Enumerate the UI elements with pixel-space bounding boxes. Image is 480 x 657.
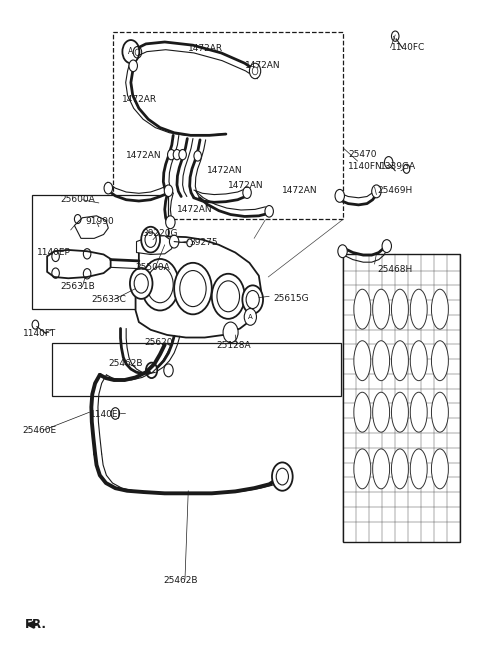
Circle shape — [173, 150, 181, 160]
Circle shape — [242, 285, 263, 313]
Bar — [32, 194, 168, 309]
Bar — [113, 32, 344, 219]
Text: 1140FC: 1140FC — [391, 43, 425, 53]
Bar — [344, 254, 460, 542]
Circle shape — [174, 263, 212, 314]
Text: 25600A: 25600A — [60, 195, 95, 204]
Ellipse shape — [372, 449, 390, 489]
Text: 25470: 25470 — [348, 150, 377, 159]
Text: 39220G: 39220G — [142, 229, 178, 238]
Ellipse shape — [354, 392, 371, 432]
Circle shape — [164, 364, 173, 377]
Text: 25468H: 25468H — [378, 265, 413, 274]
Ellipse shape — [432, 341, 448, 380]
Circle shape — [111, 408, 120, 419]
Circle shape — [179, 150, 186, 160]
Ellipse shape — [372, 392, 390, 432]
Circle shape — [141, 259, 179, 311]
Text: 25462B: 25462B — [108, 359, 143, 369]
Text: FR.: FR. — [24, 618, 47, 631]
Ellipse shape — [392, 449, 408, 489]
Ellipse shape — [432, 392, 448, 432]
Circle shape — [141, 227, 160, 252]
Circle shape — [382, 240, 392, 252]
Text: 1472AR: 1472AR — [122, 95, 157, 104]
Circle shape — [212, 274, 245, 319]
Text: 1339GA: 1339GA — [380, 162, 416, 171]
Text: 25128A: 25128A — [216, 341, 251, 350]
Text: 1140EP: 1140EP — [37, 248, 71, 257]
Text: 1140FN: 1140FN — [348, 162, 383, 171]
Text: 25460E: 25460E — [23, 426, 57, 435]
Ellipse shape — [392, 289, 408, 329]
Circle shape — [187, 239, 192, 247]
Circle shape — [122, 40, 139, 63]
Text: 1472AN: 1472AN — [207, 166, 243, 175]
Text: 25462B: 25462B — [164, 576, 198, 585]
Circle shape — [104, 183, 112, 194]
Text: 1472AR: 1472AR — [188, 44, 223, 53]
Circle shape — [244, 309, 256, 325]
Circle shape — [338, 245, 347, 258]
Text: 25469H: 25469H — [378, 185, 413, 194]
Text: 25631B: 25631B — [60, 282, 95, 291]
Ellipse shape — [354, 341, 371, 380]
Circle shape — [265, 206, 274, 217]
Polygon shape — [136, 236, 172, 254]
Circle shape — [164, 185, 173, 196]
Polygon shape — [74, 216, 108, 238]
Text: 1472AN: 1472AN — [228, 181, 264, 190]
Text: A: A — [128, 47, 133, 56]
Circle shape — [169, 235, 179, 248]
Circle shape — [194, 151, 202, 161]
Text: 1140EJ: 1140EJ — [90, 409, 121, 419]
Polygon shape — [135, 237, 261, 338]
Ellipse shape — [432, 289, 448, 329]
Text: 91990: 91990 — [86, 217, 114, 226]
Ellipse shape — [372, 289, 390, 329]
Ellipse shape — [372, 341, 390, 380]
Ellipse shape — [432, 449, 448, 489]
Text: 1472AN: 1472AN — [282, 185, 318, 194]
Ellipse shape — [410, 341, 427, 380]
Ellipse shape — [410, 449, 427, 489]
Circle shape — [129, 60, 137, 72]
Text: 1472AN: 1472AN — [245, 61, 280, 70]
Bar — [52, 344, 341, 396]
Ellipse shape — [410, 392, 427, 432]
Ellipse shape — [392, 392, 408, 432]
Circle shape — [272, 463, 293, 491]
Text: 1472AN: 1472AN — [126, 152, 162, 160]
Text: A: A — [248, 314, 253, 320]
Text: 1140FT: 1140FT — [23, 328, 56, 338]
Circle shape — [243, 187, 252, 198]
Circle shape — [372, 185, 381, 198]
Polygon shape — [47, 250, 110, 279]
Text: 39275: 39275 — [190, 238, 218, 248]
Circle shape — [166, 216, 175, 229]
Circle shape — [146, 363, 157, 378]
Text: 1472AN: 1472AN — [178, 205, 213, 214]
Text: 25500A: 25500A — [135, 263, 170, 272]
Circle shape — [223, 322, 238, 343]
Circle shape — [250, 63, 261, 79]
Ellipse shape — [354, 289, 371, 329]
Text: 25620: 25620 — [144, 338, 172, 347]
Ellipse shape — [410, 289, 427, 329]
Circle shape — [168, 150, 175, 160]
Circle shape — [335, 189, 345, 202]
Ellipse shape — [392, 341, 408, 380]
Text: 25615G: 25615G — [273, 294, 309, 303]
Text: 25633C: 25633C — [92, 295, 127, 304]
Ellipse shape — [354, 449, 371, 489]
Circle shape — [130, 268, 153, 299]
